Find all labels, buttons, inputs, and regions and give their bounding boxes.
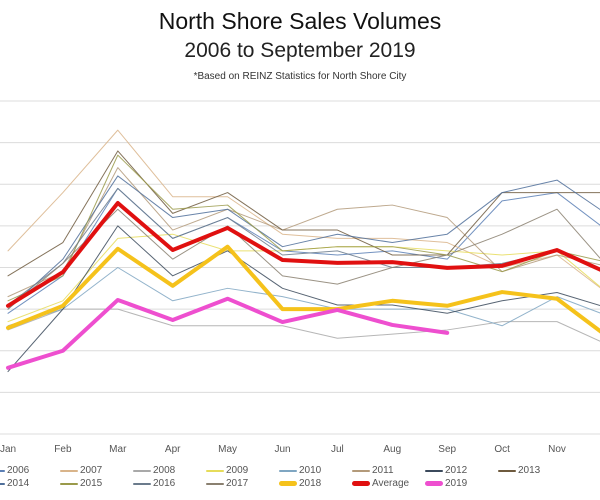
- x-tick-label: Sep: [438, 444, 456, 455]
- series-line-2019: [6, 296, 450, 370]
- series-line-average: [6, 200, 600, 308]
- series-line-2013: [7, 150, 600, 277]
- legend-item: 2012: [425, 465, 467, 476]
- legend-swatch: [60, 482, 78, 485]
- legend-swatch: [498, 469, 516, 472]
- x-tick-label: Oct: [494, 444, 510, 455]
- chart-title: North Shore Sales Volumes: [158, 8, 442, 34]
- legend-swatch: [352, 469, 370, 472]
- series-line-2016: [7, 187, 600, 306]
- legend-item: 2009: [206, 465, 248, 476]
- legend-label: 2007: [80, 465, 103, 476]
- legend-item: 2019: [425, 478, 467, 489]
- legend-item: 2014: [0, 478, 29, 489]
- legend-swatch: [352, 481, 370, 486]
- legend-swatch: [133, 482, 151, 485]
- legend-label: 2018: [299, 478, 322, 489]
- x-tick-label: Mar: [109, 444, 127, 455]
- legend-swatch: [279, 481, 297, 486]
- legend-label: 2016: [153, 478, 176, 489]
- x-tick-label: Jun: [274, 444, 290, 455]
- series-line-2012: [7, 225, 600, 373]
- legend-label: 2013: [518, 465, 541, 476]
- legend-label: 2019: [445, 478, 468, 489]
- x-tick-label: May: [218, 444, 237, 455]
- legend-item: 2008: [133, 465, 175, 476]
- legend-swatch: [206, 469, 224, 472]
- series-line-2011: [7, 167, 600, 298]
- legend-swatch: [206, 482, 224, 485]
- legend-label: Average: [372, 478, 410, 489]
- legend-swatch: [279, 469, 297, 472]
- series-line-2010: [7, 267, 600, 327]
- legend-label: 2009: [226, 465, 249, 476]
- legend-swatch: [425, 481, 443, 486]
- series-line-2014: [7, 175, 600, 310]
- legend-item: 2015: [60, 478, 102, 489]
- legend-label: 2012: [445, 465, 468, 476]
- series-line-2018: [6, 244, 600, 334]
- legend-item: 2007: [60, 465, 102, 476]
- legend-swatch: [60, 469, 78, 472]
- legend-item: 2018: [279, 478, 321, 489]
- x-tick-label: Nov: [548, 444, 566, 455]
- x-tick-label: Jan: [0, 444, 16, 455]
- x-tick-label: Apr: [165, 444, 181, 455]
- chart-subtitle: 2006 to September 2019: [184, 39, 416, 62]
- series-line-2007: [7, 129, 600, 289]
- series-line-2017: [7, 208, 600, 310]
- legend-item: 2006: [0, 465, 29, 476]
- series-line-2015: [7, 154, 600, 302]
- legend-swatch: [133, 469, 151, 472]
- legend-label: 2014: [7, 478, 30, 489]
- legend-label: 2008: [153, 465, 176, 476]
- series-line-2008: [7, 308, 600, 342]
- x-tick-label: Feb: [54, 444, 72, 455]
- legend-label: 2011: [372, 465, 394, 476]
- legend-item: 2010: [279, 465, 321, 476]
- legend-item: 2016: [133, 478, 175, 489]
- legend-label: 2006: [7, 465, 30, 476]
- legend-swatch: [0, 482, 5, 485]
- x-tick-label: Jul: [331, 444, 344, 455]
- legend-swatch: [0, 469, 5, 472]
- legend-item: 2013: [498, 465, 540, 476]
- chart-note: *Based on REINZ Statistics for North Sho…: [193, 71, 407, 82]
- x-tick-label: Aug: [383, 444, 401, 455]
- legend-item: 2017: [206, 478, 248, 489]
- legend-item: 2011: [352, 465, 394, 476]
- legend-label: 2017: [226, 478, 249, 489]
- legend-label: 2010: [299, 465, 322, 476]
- legend-swatch: [425, 469, 443, 472]
- legend-label: 2015: [80, 478, 103, 489]
- legend-item: Average: [352, 478, 409, 489]
